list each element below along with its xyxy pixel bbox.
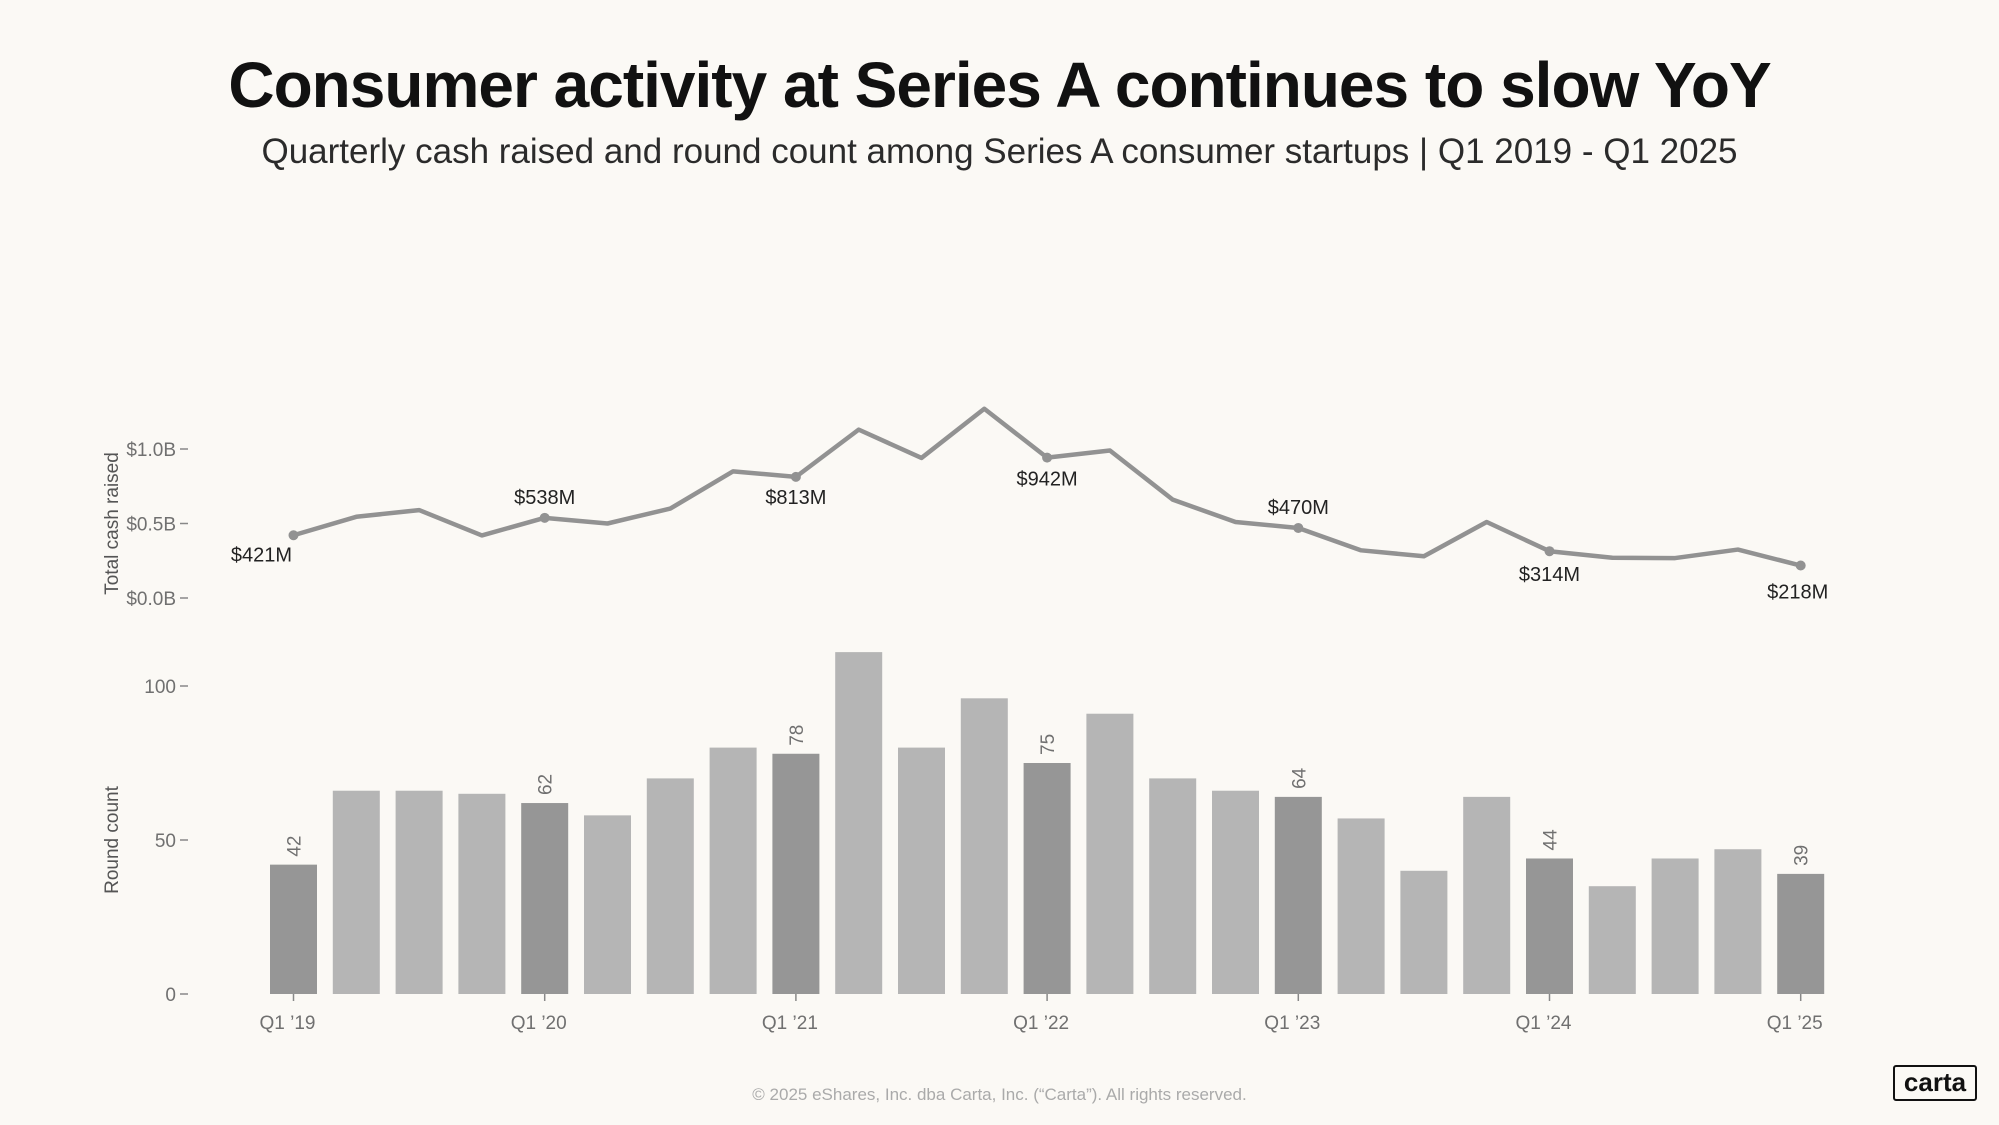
round-count-bar — [1526, 858, 1573, 994]
y-tick-label: 0 — [165, 985, 176, 1006]
line-point — [1544, 546, 1555, 557]
bar-value-label: 62 — [536, 774, 557, 795]
round-count-bar — [584, 815, 631, 994]
round-count-bar — [1212, 790, 1259, 994]
round-count-bar — [458, 793, 506, 994]
bar-value-label: 75 — [1038, 734, 1059, 755]
carta-logo: carta — [1893, 1065, 1977, 1101]
y-tick-label: $1.0B — [126, 440, 176, 461]
round-count-bar — [1400, 870, 1448, 994]
round-count-bar — [1274, 796, 1322, 994]
round-count-bar — [1023, 763, 1071, 994]
x-tick-label: Q1 ’25 — [1767, 1013, 1823, 1034]
bar-value-label: 64 — [1289, 767, 1310, 789]
point-label: $470M — [1268, 497, 1329, 519]
point-label: $218M — [1767, 582, 1828, 604]
round-count-bar — [1777, 873, 1825, 994]
round-count-bar — [270, 864, 317, 994]
round-count-bar — [521, 803, 569, 994]
round-count-bar — [1337, 818, 1385, 994]
line-point — [539, 512, 550, 523]
round-count-bar — [332, 790, 380, 994]
bar-value-label: 42 — [285, 835, 306, 856]
point-label: $813M — [765, 487, 826, 509]
line-point — [1293, 522, 1304, 533]
bar-value-label: 78 — [787, 725, 808, 746]
line-point — [790, 471, 801, 482]
round-count-bar — [835, 652, 883, 994]
y-axis-title: Total cash raised — [102, 452, 123, 595]
round-count-bar — [1651, 858, 1699, 994]
y-axis-title: Round count — [102, 785, 123, 893]
round-count-bar — [772, 753, 820, 994]
round-count-bar — [1588, 886, 1636, 994]
x-tick-label: Q1 ’22 — [1013, 1013, 1069, 1034]
round-count-bar-chart: 0 50 100 Round count 42 62 78 75 64 44 39 Q1 ’19 Q1 … — [102, 652, 1825, 1034]
point-label: $314M — [1519, 564, 1580, 586]
x-tick-label: Q1 ’24 — [1516, 1013, 1572, 1034]
round-count-bar — [898, 747, 945, 994]
round-count-bar — [1463, 796, 1511, 994]
bar-value-label: 39 — [1792, 845, 1813, 866]
x-tick-label: Q1 ’21 — [762, 1013, 818, 1034]
chart-title: Consumer activity at Series A continues … — [228, 49, 1771, 121]
chart-subtitle: Quarterly cash raised and round count am… — [261, 132, 1738, 171]
line-point — [288, 530, 299, 541]
round-count-bar — [1149, 778, 1197, 994]
y-tick-label: 100 — [144, 677, 176, 698]
round-count-bar — [646, 778, 694, 994]
line-point — [1795, 560, 1806, 571]
x-tick-label: Q1 ’23 — [1264, 1013, 1320, 1034]
point-label: $538M — [514, 487, 575, 509]
bar-value-label: 44 — [1541, 829, 1562, 851]
y-tick-label: $0.5B — [126, 515, 176, 536]
line-point — [1042, 452, 1053, 463]
point-label: $942M — [1017, 469, 1078, 491]
point-label: $421M — [231, 544, 292, 566]
y-tick-label: 50 — [155, 831, 176, 852]
round-count-bar — [1714, 849, 1762, 994]
y-tick-label: $0.0B — [126, 589, 176, 610]
round-count-bar — [1086, 713, 1134, 994]
x-tick-label: Q1 ’19 — [260, 1013, 316, 1034]
x-tick-label: Q1 ’20 — [511, 1013, 567, 1034]
round-count-bar — [709, 747, 757, 994]
round-count-bar — [395, 790, 443, 994]
round-count-bar — [960, 698, 1008, 994]
copyright-footer: © 2025 eShares, Inc. dba Carta, Inc. (“C… — [752, 1085, 1247, 1104]
